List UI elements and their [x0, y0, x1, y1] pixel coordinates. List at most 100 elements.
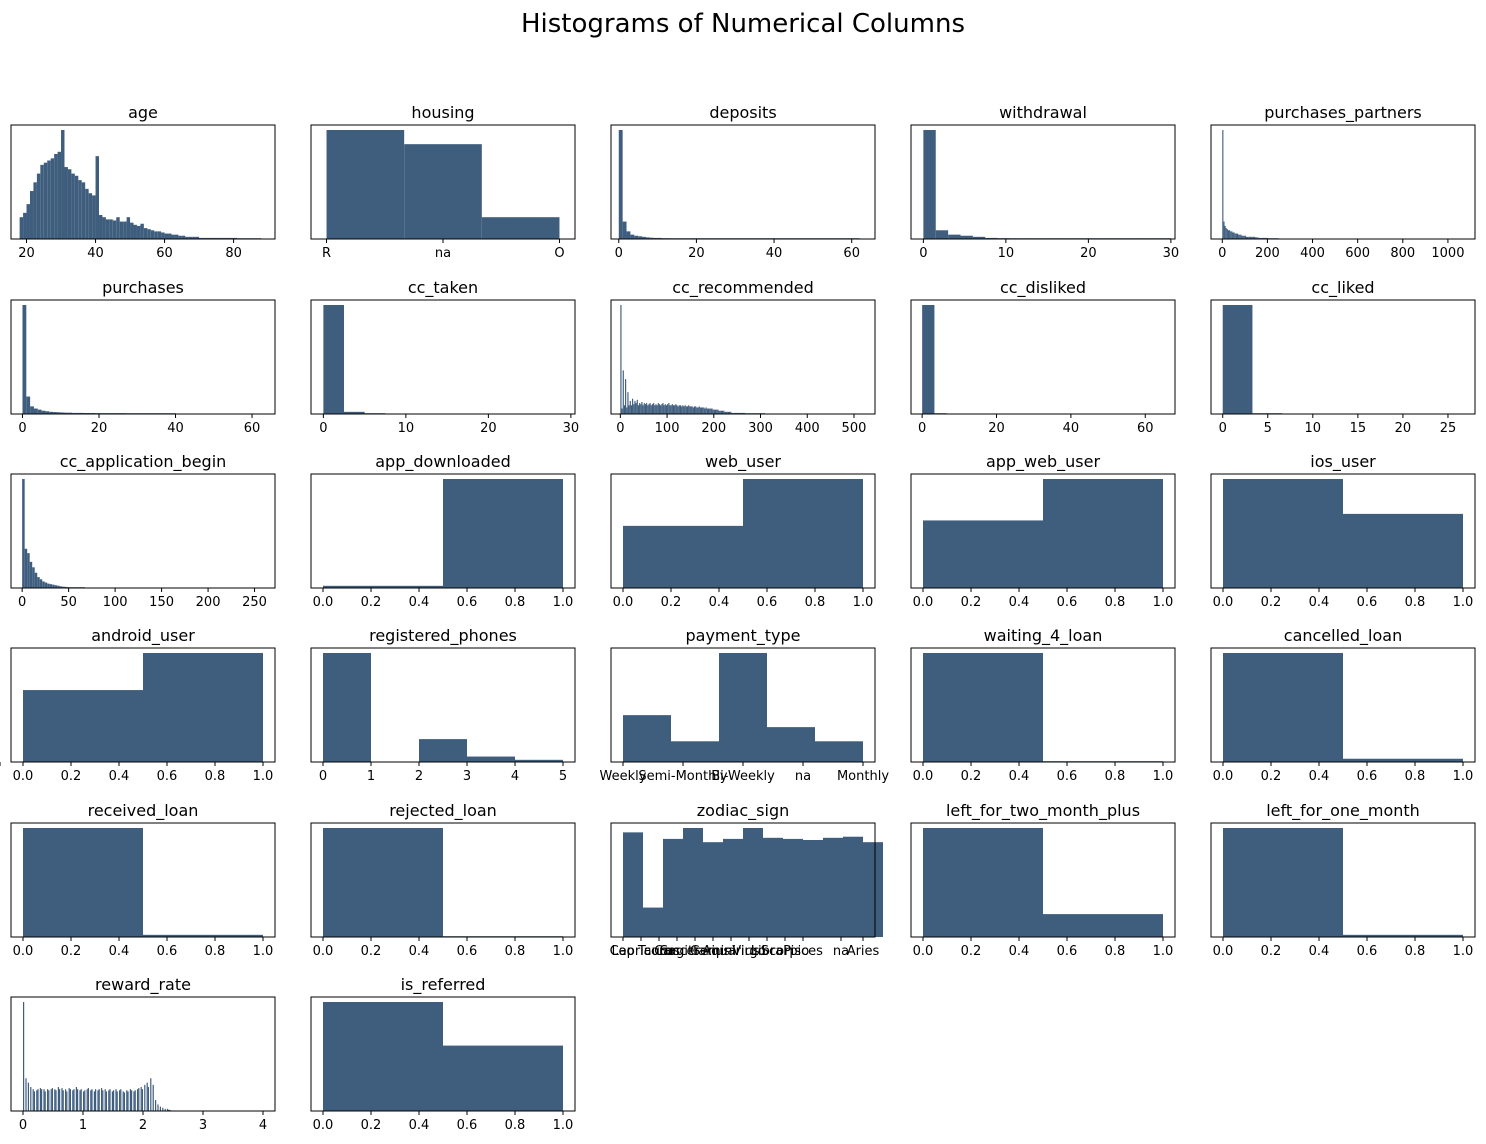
- x-tick-label: 0.6: [457, 595, 478, 610]
- histogram-bar: [230, 237, 234, 239]
- histogram-bar: [718, 410, 720, 414]
- histogram-bar: [83, 1091, 85, 1111]
- x-tick-label: 0.8: [205, 769, 226, 784]
- x-tick-label: 0.8: [1405, 595, 1426, 610]
- axes-frame: [610, 473, 876, 589]
- histogram-bar: [62, 586, 65, 588]
- histogram-bar: [638, 236, 643, 239]
- histogram-bar: [64, 167, 68, 239]
- histogram-bar: [704, 408, 706, 414]
- histogram-bar: [633, 404, 635, 414]
- panel-title: cc_recommended: [672, 278, 814, 298]
- histogram-bar: [649, 403, 651, 414]
- histogram-bar: [1232, 232, 1234, 239]
- histogram-bar: [681, 406, 683, 414]
- panel-cc_application_begin: cc_application_begin 0 50 100 150 200 250: [10, 452, 276, 610]
- histogram-bar: [1256, 237, 1258, 239]
- x-tick-label: 0: [1219, 421, 1227, 436]
- panel-title: left_for_two_month_plus: [946, 801, 1140, 821]
- x-tick-label: Leo: [612, 944, 635, 959]
- histogram-bar: [698, 406, 700, 414]
- x-tick-label: 1.0: [553, 595, 574, 610]
- axes-frame: [10, 822, 276, 938]
- histogram-bar: [662, 403, 664, 414]
- histogram-bar: [763, 837, 783, 937]
- histogram-bar: [716, 409, 718, 414]
- histogram-bar: [1233, 232, 1235, 239]
- x-tick-label: 1.0: [1453, 944, 1474, 959]
- panel-deposits: deposits 0 20 40 60: [610, 103, 876, 261]
- histogram-bar: [79, 1090, 81, 1111]
- panel-purchases_partners: purchases_partners 0 200 400 600 800 1000: [1210, 103, 1476, 261]
- histogram-bar: [54, 585, 58, 588]
- histogram-bar: [1261, 237, 1263, 239]
- x-tick-label: 0: [319, 769, 327, 784]
- histogram-bar: [1224, 225, 1226, 239]
- x-tick-label: Weekly: [600, 769, 647, 784]
- histogram-bar: [699, 407, 701, 414]
- x-tick-label: 60: [156, 246, 173, 261]
- axes-frame: [910, 473, 1176, 589]
- histogram-bar: [178, 235, 182, 239]
- histogram-bar: [1241, 235, 1243, 239]
- x-tick-label: 0.4: [1309, 944, 1330, 959]
- histogram-bar: [45, 411, 50, 414]
- x-tick-label: Taurus: [637, 944, 681, 959]
- x-tick-label: 100: [103, 595, 128, 610]
- histogram-bar: [104, 1089, 106, 1111]
- x-tick-label: Semi-Monthly: [638, 769, 728, 784]
- histogram-bar: [923, 520, 1043, 588]
- histogram-bar: [744, 412, 746, 414]
- x-tick-label: 0: [18, 421, 26, 436]
- panel-title: housing: [411, 103, 474, 122]
- x-tick-label: 0.6: [1357, 769, 1378, 784]
- histogram-bar: [1259, 237, 1261, 239]
- panel-title: registered_phones: [369, 626, 517, 646]
- histogram-bar: [1262, 237, 1265, 239]
- x-tick-label: 0.6: [1357, 595, 1378, 610]
- x-tick-label: 0.4: [409, 1118, 430, 1133]
- panel-title: rejected_loan: [389, 801, 497, 821]
- histogram-bar: [1343, 934, 1463, 937]
- panel-title: waiting_4_loan: [984, 626, 1103, 646]
- panel-title: deposits: [709, 103, 776, 122]
- histogram-bar: [140, 1087, 142, 1111]
- x-tick-label: 0.8: [805, 595, 826, 610]
- histogram-bar: [1223, 221, 1225, 239]
- histogram-bar: [706, 408, 708, 414]
- histogram-bar: [127, 1091, 129, 1111]
- histogram-bar: [625, 379, 627, 414]
- x-tick-label: 1.0: [1453, 769, 1474, 784]
- x-tick-label: 0.6: [1057, 769, 1078, 784]
- histogram-bar: [621, 408, 623, 414]
- histogram-bar: [646, 403, 648, 414]
- histogram-bar: [75, 1087, 77, 1111]
- histogram-bar: [1260, 237, 1262, 239]
- histogram-bar: [66, 1091, 68, 1111]
- histogram-bar: [923, 130, 936, 239]
- histogram-bar: [972, 236, 986, 239]
- histogram-bar: [61, 1088, 63, 1111]
- histogram-bar: [1238, 234, 1240, 239]
- axes-frame: [1210, 822, 1476, 938]
- histogram-bar: [37, 1089, 39, 1111]
- histogram-bar: [90, 1090, 92, 1111]
- histogram-bar: [205, 237, 210, 239]
- histogram-bar: [209, 237, 213, 239]
- histogram-bar: [216, 237, 220, 239]
- histogram-bar: [91, 1089, 93, 1111]
- histogram-bar: [119, 1090, 121, 1111]
- x-tick-label: 1.0: [253, 769, 274, 784]
- x-tick-label: 1.0: [1153, 769, 1174, 784]
- histogram-bar: [57, 151, 62, 239]
- x-tick-label: 300: [748, 421, 773, 436]
- histogram-bar: [130, 222, 134, 239]
- panel-left_for_one_month: left_for_one_month 0.0 0.2 0.4 0.6 0.8 1.0: [1210, 801, 1476, 959]
- histogram-bar: [199, 237, 203, 239]
- histogram-bar: [33, 408, 38, 414]
- x-tick-label: 60: [244, 421, 261, 436]
- x-tick-label: Capricorn: [610, 944, 673, 959]
- histogram-bar: [41, 1089, 43, 1111]
- histogram-bar: [1043, 914, 1163, 937]
- histogram-bar: [134, 1090, 136, 1111]
